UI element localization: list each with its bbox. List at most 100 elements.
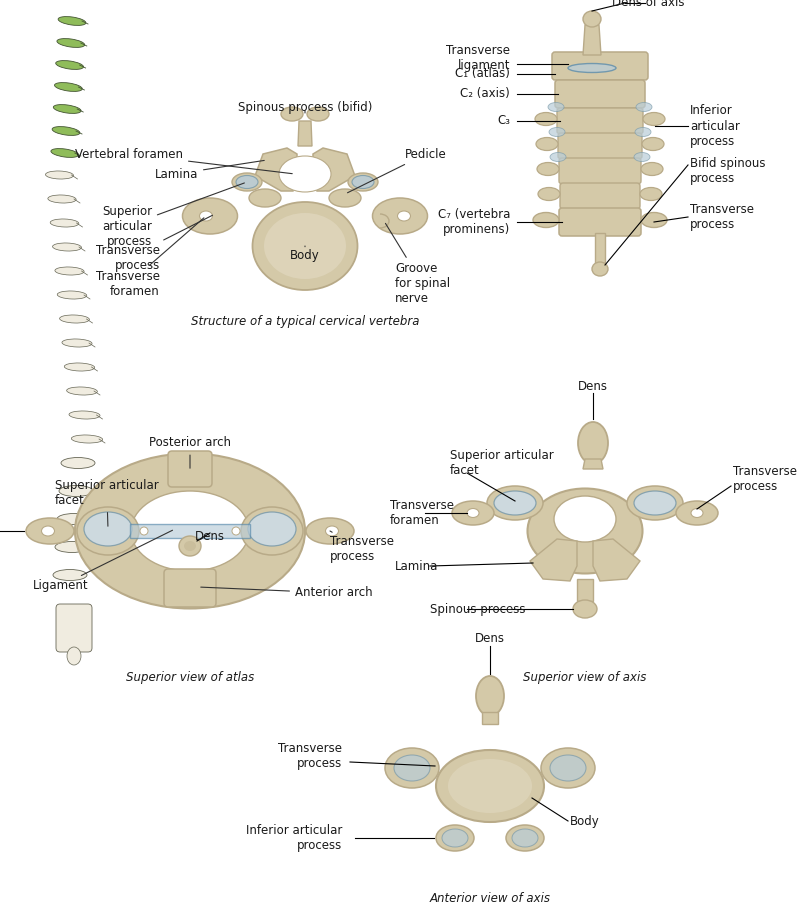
Ellipse shape: [348, 173, 378, 191]
Ellipse shape: [56, 60, 83, 70]
Ellipse shape: [131, 491, 249, 571]
Ellipse shape: [329, 189, 361, 207]
Ellipse shape: [62, 339, 92, 347]
FancyBboxPatch shape: [559, 208, 641, 236]
Ellipse shape: [573, 600, 597, 618]
Ellipse shape: [58, 291, 86, 299]
Text: Inferior
articular
process: Inferior articular process: [690, 104, 740, 147]
Text: Dens of axis: Dens of axis: [612, 0, 684, 9]
Ellipse shape: [512, 829, 538, 847]
Text: Superior view of atlas: Superior view of atlas: [126, 671, 254, 684]
Ellipse shape: [54, 82, 82, 92]
Ellipse shape: [51, 148, 78, 158]
Text: Body: Body: [570, 814, 600, 827]
FancyBboxPatch shape: [164, 569, 216, 607]
Ellipse shape: [57, 514, 91, 525]
Ellipse shape: [55, 267, 84, 275]
Ellipse shape: [182, 198, 238, 234]
Ellipse shape: [634, 152, 650, 161]
FancyBboxPatch shape: [56, 604, 92, 652]
Polygon shape: [595, 233, 605, 263]
Text: Bifid spinous
process: Bifid spinous process: [690, 157, 766, 185]
Ellipse shape: [627, 486, 683, 520]
Ellipse shape: [84, 512, 132, 546]
Text: Spinous process: Spinous process: [430, 603, 526, 616]
Text: Superior view of axis: Superior view of axis: [523, 671, 646, 684]
Text: Transverse
process: Transverse process: [278, 742, 342, 770]
Ellipse shape: [77, 507, 139, 555]
Text: Ligament: Ligament: [32, 530, 173, 593]
Ellipse shape: [643, 113, 665, 125]
Ellipse shape: [75, 453, 305, 608]
Text: Transverse
process: Transverse process: [96, 215, 213, 272]
Text: Transverse
ligament: Transverse ligament: [446, 44, 510, 72]
Polygon shape: [577, 579, 593, 601]
Ellipse shape: [641, 213, 667, 227]
Text: Vertebral foramen: Vertebral foramen: [75, 147, 292, 174]
Ellipse shape: [583, 11, 601, 27]
Ellipse shape: [54, 104, 81, 114]
Text: Transverse
process: Transverse process: [690, 203, 754, 231]
FancyBboxPatch shape: [558, 133, 642, 159]
Ellipse shape: [66, 387, 98, 395]
Ellipse shape: [67, 647, 81, 665]
Ellipse shape: [385, 748, 439, 788]
FancyBboxPatch shape: [557, 108, 643, 134]
Text: C₃: C₃: [497, 114, 510, 127]
Polygon shape: [255, 148, 297, 191]
Ellipse shape: [436, 825, 474, 851]
Ellipse shape: [184, 541, 196, 551]
Ellipse shape: [506, 825, 544, 851]
Text: C₂ (axis): C₂ (axis): [460, 88, 510, 101]
Text: Superior
articular
process: Superior articular process: [102, 183, 244, 247]
Ellipse shape: [535, 113, 557, 125]
Polygon shape: [482, 712, 498, 724]
Ellipse shape: [64, 363, 94, 371]
Ellipse shape: [527, 488, 642, 573]
Ellipse shape: [179, 536, 201, 556]
Text: C₇ (vertebra
prominens): C₇ (vertebra prominens): [438, 208, 510, 236]
Text: Dens: Dens: [195, 529, 225, 542]
Text: Anterior view of axis: Anterior view of axis: [430, 891, 550, 904]
Ellipse shape: [536, 137, 558, 150]
Ellipse shape: [281, 107, 303, 121]
Ellipse shape: [50, 219, 78, 227]
Ellipse shape: [236, 176, 258, 189]
Text: Lamina: Lamina: [154, 160, 264, 180]
Ellipse shape: [394, 755, 430, 781]
Ellipse shape: [691, 508, 703, 518]
Ellipse shape: [467, 508, 479, 518]
Ellipse shape: [494, 491, 536, 515]
Ellipse shape: [53, 570, 87, 581]
Ellipse shape: [307, 107, 329, 121]
Ellipse shape: [636, 103, 652, 112]
Ellipse shape: [549, 127, 565, 136]
Ellipse shape: [533, 213, 559, 227]
Ellipse shape: [642, 137, 664, 150]
Ellipse shape: [61, 457, 95, 468]
Ellipse shape: [253, 202, 358, 290]
Text: Transverse
process: Transverse process: [733, 465, 797, 493]
Ellipse shape: [352, 176, 374, 189]
Ellipse shape: [550, 152, 566, 161]
Ellipse shape: [442, 829, 468, 847]
Ellipse shape: [640, 188, 662, 201]
Ellipse shape: [541, 748, 595, 788]
FancyBboxPatch shape: [552, 52, 648, 80]
Ellipse shape: [42, 526, 54, 536]
Text: Dens: Dens: [578, 379, 608, 392]
Text: Structure of a typical cervical vertebra: Structure of a typical cervical vertebra: [190, 314, 419, 328]
Text: Spinous process (bifid): Spinous process (bifid): [238, 102, 372, 114]
Ellipse shape: [537, 162, 559, 176]
Text: Posterior arch: Posterior arch: [149, 437, 231, 468]
Text: Transverse
foramen: Transverse foramen: [96, 218, 204, 298]
Ellipse shape: [199, 211, 213, 221]
Polygon shape: [530, 539, 577, 581]
Ellipse shape: [568, 63, 616, 72]
Text: Dens: Dens: [475, 631, 505, 645]
Ellipse shape: [249, 189, 281, 207]
Ellipse shape: [578, 422, 608, 464]
Ellipse shape: [548, 103, 564, 112]
Ellipse shape: [241, 507, 303, 555]
Ellipse shape: [550, 755, 586, 781]
